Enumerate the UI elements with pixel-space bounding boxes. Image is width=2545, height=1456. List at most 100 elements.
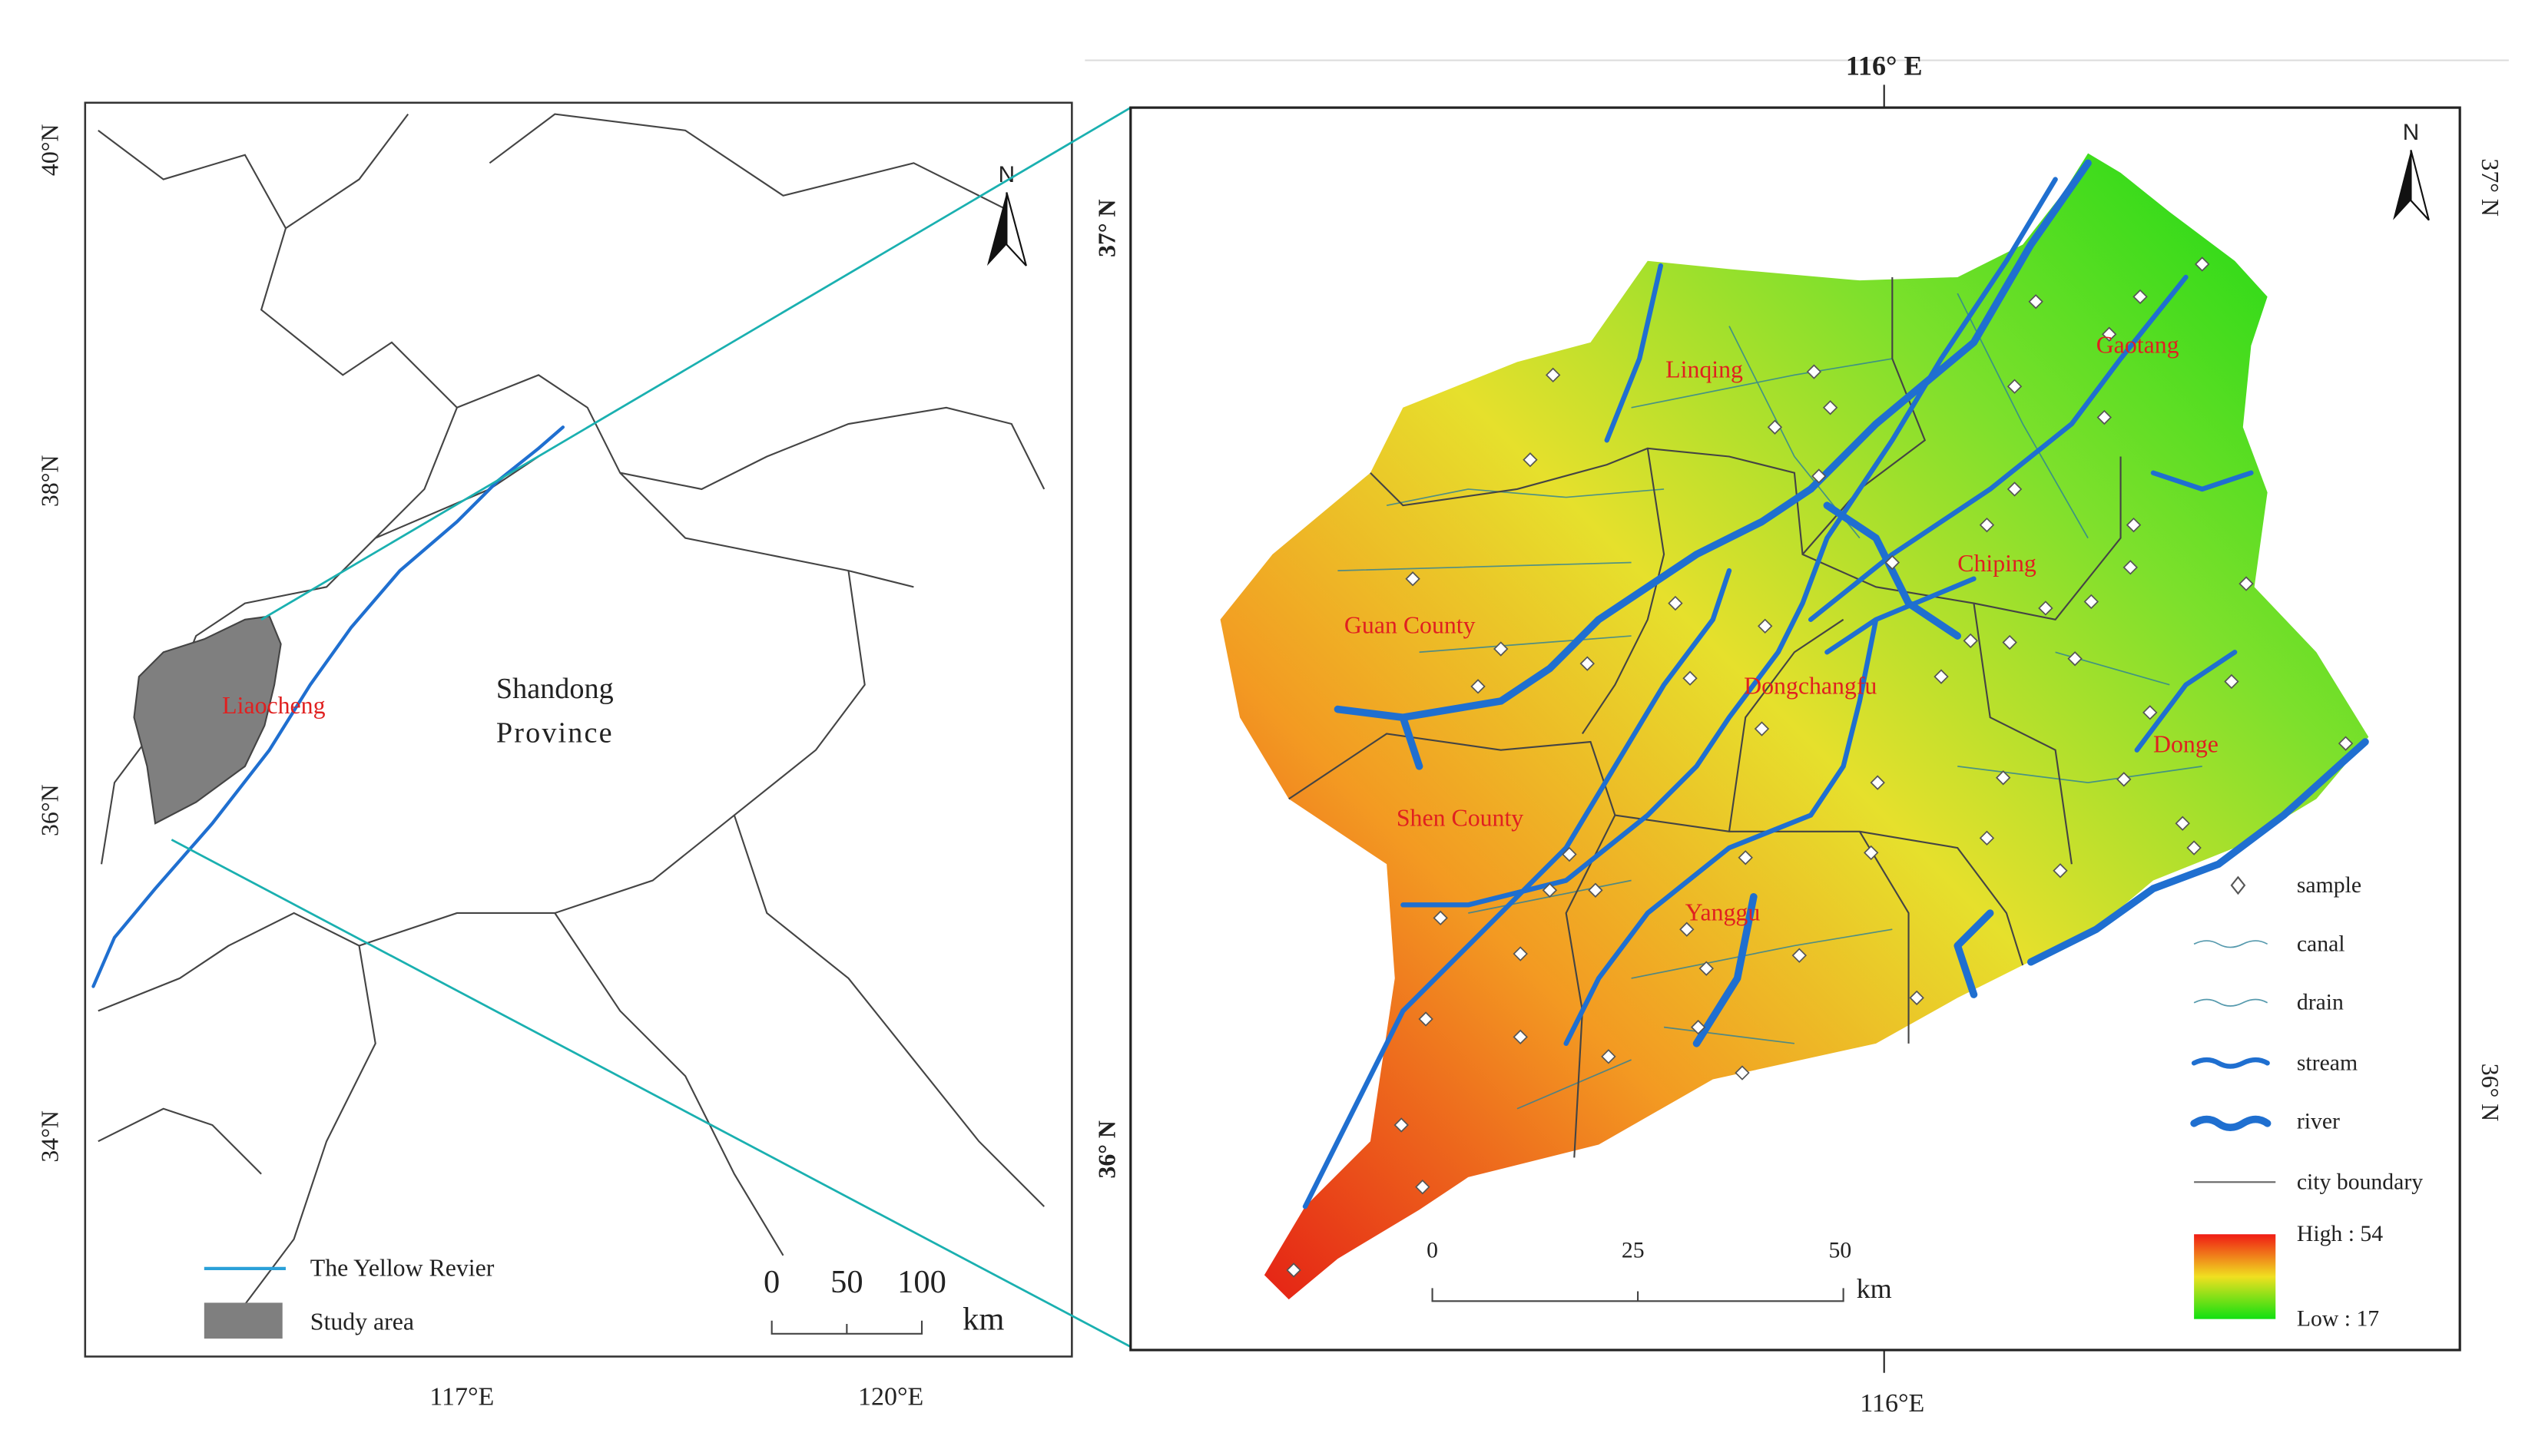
map-line [1337,293,2202,1110]
sample-point [2028,294,2043,309]
scale-bar [770,1320,923,1335]
legend-label: city boundary [2297,1170,2423,1194]
left-map: Liaocheng Shandong Province N 40°N 38°N … [37,101,1073,1411]
lon-label: 117°E [429,1382,494,1411]
sample-point [1542,882,1558,898]
sample-point [2067,651,2083,667]
legend-symbol [2193,998,2268,1007]
lat-label: 37° N [2477,158,2504,217]
lat-label: 40°N [37,124,64,177]
sample-point [2038,601,2053,616]
color-bar [2194,1234,2276,1319]
connector [260,106,1132,620]
north-arrow [986,192,1007,266]
scale-label: 100 [897,1264,946,1300]
lat-label: 36° N [1093,1120,1120,1179]
color-high: High : 54 [2297,1222,2383,1246]
sample-point [2122,560,2138,575]
sample-point [1286,1262,1301,1278]
province-label: Province [496,716,614,749]
sample-point [1562,846,1577,862]
legend-symbol [2230,875,2246,895]
sample-point [2338,736,2354,751]
sample-point [1909,990,1924,1006]
lon-label: 116° E [1846,50,1923,81]
north-label: N [2403,120,2419,145]
sample-point [1870,775,1885,790]
map-line [1302,177,2254,1209]
sample-point [1668,595,1683,611]
sample-point [1579,656,1595,671]
sample-point [1433,910,1448,926]
county-label: Dongchangfu [1744,672,1877,699]
sample-point [1393,1117,1409,1133]
scale-label: 0 [764,1264,780,1300]
sample-point [1523,452,1538,468]
sample-point [1679,922,1695,937]
county-label: Guan County [1344,612,1476,639]
sample-point [1588,882,1603,898]
map-line [1334,159,2369,1047]
scale-label: 50 [830,1264,863,1300]
sample-point [1758,618,1773,634]
sample-point [2175,816,2190,831]
sample-point [1735,1065,1750,1080]
province-label: Shandong [496,673,614,705]
sample-point [2101,326,2117,342]
sample-point [1884,554,1900,571]
sample-point [1690,1019,1706,1035]
legend-label: Study area [310,1308,414,1335]
legend-label: sample [2297,873,2361,898]
sample-point [1822,400,1838,415]
lat-label: 34°N [37,1110,64,1163]
legend-label: river [2297,1110,2340,1134]
lat-label: 36°N [37,784,64,836]
scale-label: 25 [1622,1238,1645,1262]
legend-symbol [2193,940,2268,948]
sample-point [1864,845,1879,861]
scale-bar [1431,1288,1844,1302]
sample-point [2007,481,2023,497]
lon-label: 116°E [1860,1389,1924,1418]
north-arrow [1006,192,1027,266]
sample-point [1806,364,1822,379]
sample-point [2007,379,2023,394]
legend-label: drain [2297,991,2344,1015]
county-label: Yanggu [1685,898,1761,925]
scale-label: 50 [1829,1238,1852,1262]
lat-label: 38°N [37,455,64,508]
county-label: Gaotang [2096,332,2179,359]
scale-unit: km [963,1302,1004,1338]
sample-point [1682,670,1698,686]
map-line [1288,276,2122,1158]
legend: sample canal drain stream river city bou… [2190,873,2423,1332]
sample-point [2116,772,2132,787]
sample-point [2083,594,2099,610]
sample-point [1418,1011,1433,1027]
legend-symbol [2190,1115,2272,1131]
sample-point [1979,517,1995,533]
sample-point [2142,705,2158,720]
scale-label: 0 [1427,1238,1438,1262]
sample-point [1738,850,1753,865]
sample-point [1995,770,2011,786]
sample-point [1791,948,1807,963]
lon-label: 120°E [858,1382,923,1411]
sample-point [2002,634,2017,650]
sample-point [1601,1049,1616,1064]
lat-label: 37° N [1093,199,1120,257]
sample-point [2126,517,2142,533]
sample-point [1493,641,1509,657]
connector [171,839,1132,1348]
sample-point [1963,633,1978,649]
sample-point [1545,367,1561,383]
color-low: Low : 17 [2297,1307,2379,1332]
sample-point [1405,571,1420,587]
sample-point [1415,1179,1430,1195]
county-label: Chiping [1957,550,2036,577]
study-label: Liaocheng [222,692,325,719]
sample-point [2053,863,2068,879]
scale-unit: km [1857,1273,1892,1304]
sample-point [1934,669,1949,684]
